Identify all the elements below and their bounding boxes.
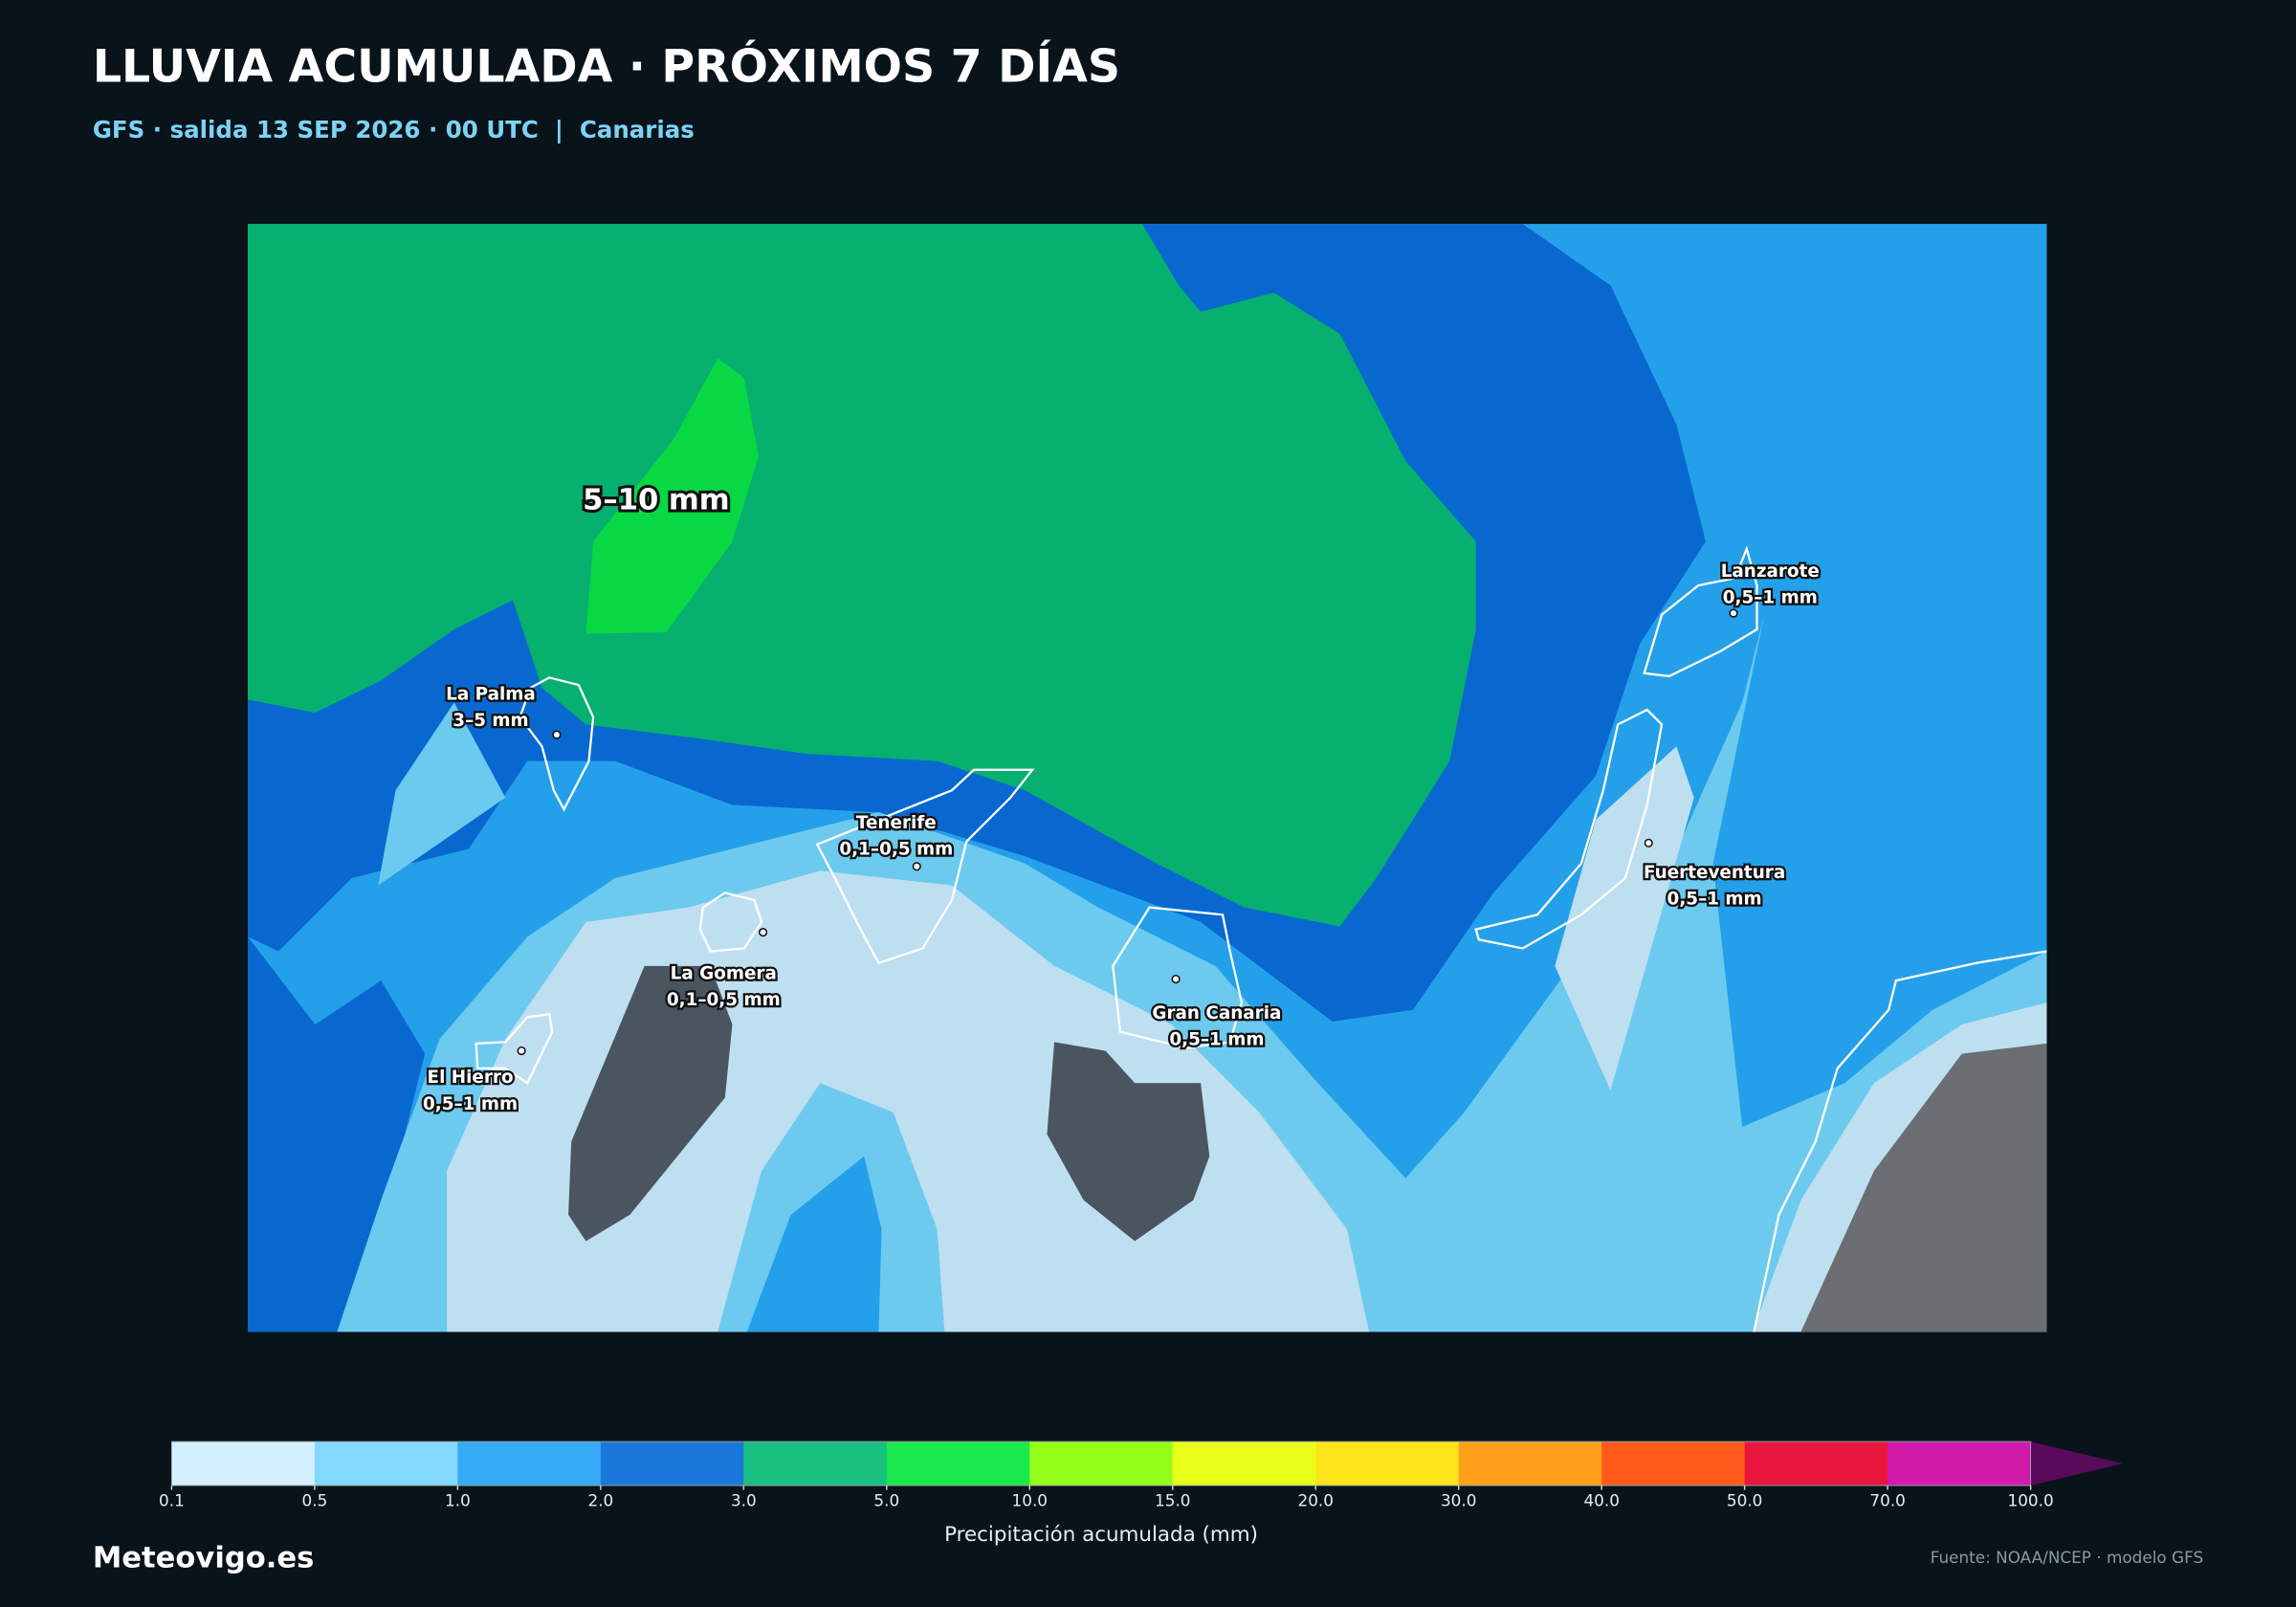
coastline <box>1112 906 1244 1049</box>
island-value: 0,1–0,5 mm <box>667 990 781 1010</box>
colorbar-tick-label: 0.1 <box>159 1490 185 1509</box>
colorbar-segment <box>1029 1442 1174 1486</box>
source: Fuente: NOAA/NCEP · modelo GFS <box>1931 1548 2203 1567</box>
island-name: La Gomera <box>671 964 777 984</box>
map-annotation: 5–10 mm <box>583 483 730 517</box>
terrain <box>1800 1043 2047 1332</box>
colorbar-segment <box>600 1442 745 1486</box>
coastline <box>1753 950 2047 1332</box>
colorbar-tick-label: 70.0 <box>1869 1490 1905 1509</box>
island-marker <box>912 862 921 871</box>
colorbar-segment <box>1458 1442 1602 1486</box>
subtitle: GFS · salida 13 SEP 2026 · 00 UTC | Cana… <box>93 116 695 143</box>
island-value: 0,5–1 mm <box>1667 890 1762 910</box>
island-name: Tenerife <box>856 813 937 833</box>
island-marker <box>517 1046 526 1056</box>
island-marker <box>1171 975 1181 984</box>
island-value: 0,5–1 mm <box>1169 1029 1264 1049</box>
island-marker <box>1644 838 1653 848</box>
colorbar-segment <box>171 1442 316 1486</box>
island-value: 0,5–1 mm <box>423 1094 518 1114</box>
title: LLUVIA ACUMULADA · PRÓXIMOS 7 DÍAS <box>93 39 1120 94</box>
map: 5–10 mm La Palma 3–5 mm Tenerife 0,1–0,5 mm… <box>248 224 2047 1332</box>
coastline <box>519 676 595 812</box>
colorbar-frame <box>170 1441 2032 1486</box>
colorbar-tick-label: 15.0 <box>1155 1490 1190 1509</box>
island-name: El Hierro <box>428 1068 514 1088</box>
coastline <box>475 1013 554 1085</box>
coastline <box>698 892 763 953</box>
contour <box>746 1156 882 1332</box>
colorbar-tick-label: 40.0 <box>1583 1490 1619 1509</box>
contour <box>248 936 426 1332</box>
colorbar-tick-label: 0.5 <box>302 1490 328 1509</box>
coastline <box>1474 708 1664 950</box>
island-value: 3–5 mm <box>453 711 528 731</box>
brand: Meteovigo.es <box>93 1542 315 1575</box>
colorbar-tick-label: 3.0 <box>731 1490 757 1509</box>
island-name: La Palma <box>446 684 536 704</box>
contour <box>248 224 1476 927</box>
colorbar-tick-label: 20.0 <box>1298 1490 1334 1509</box>
colorbar-segment <box>1601 1442 1746 1486</box>
colorbar-segment <box>1315 1442 1460 1486</box>
colorbar-segment <box>1888 1442 2032 1486</box>
island-value: 0,1–0,5 mm <box>839 840 953 860</box>
colorbar-tick-label: 50.0 <box>1727 1490 1762 1509</box>
colorbar-segment <box>314 1442 459 1486</box>
island-name: Lanzarote <box>1721 561 1820 582</box>
island-marker <box>552 730 562 739</box>
colorbar-segment <box>886 1442 1031 1486</box>
contour <box>1555 746 1694 1090</box>
colorbar-tick-label: 1.0 <box>445 1490 471 1509</box>
colorbar-tick-label: 5.0 <box>873 1490 899 1509</box>
island-name: Fuerteventura <box>1644 863 1785 883</box>
colorbar-segment <box>1172 1442 1317 1486</box>
colorbar-segment <box>457 1442 602 1486</box>
coastline <box>1643 545 1758 678</box>
terrain <box>1047 1042 1210 1242</box>
island-name: Gran Canaria <box>1152 1003 1281 1024</box>
colorbar-tick-label: 10.0 <box>1012 1490 1048 1509</box>
contour <box>585 358 760 634</box>
colorbar-label: Precipitación acumulada (mm) <box>944 1523 1258 1547</box>
colorbar-extend <box>2030 1442 2124 1486</box>
island-marker <box>759 928 768 937</box>
island-value: 0,5–1 mm <box>1723 587 1818 607</box>
contour <box>378 702 506 886</box>
island-labels: La Palma 3–5 mm Tenerife 0,1–0,5 mm La Gomer… <box>421 560 1821 1117</box>
colorbar: 0.1 0.5 1.0 2.0 3.0 5.0 10.0 15.0 20.0 30.0 40.0 50… <box>159 1441 2124 1509</box>
island-marker <box>1729 608 1738 618</box>
colorbar-tick-label: 30.0 <box>1441 1490 1476 1509</box>
colorbar-tick-label: 100.0 <box>2008 1490 2054 1509</box>
terrain <box>568 965 733 1242</box>
colorbar-segment <box>1744 1442 1888 1486</box>
colorbar-segment <box>743 1442 888 1486</box>
coastline <box>815 768 1035 965</box>
colorbar-tick-label: 2.0 <box>587 1490 613 1509</box>
